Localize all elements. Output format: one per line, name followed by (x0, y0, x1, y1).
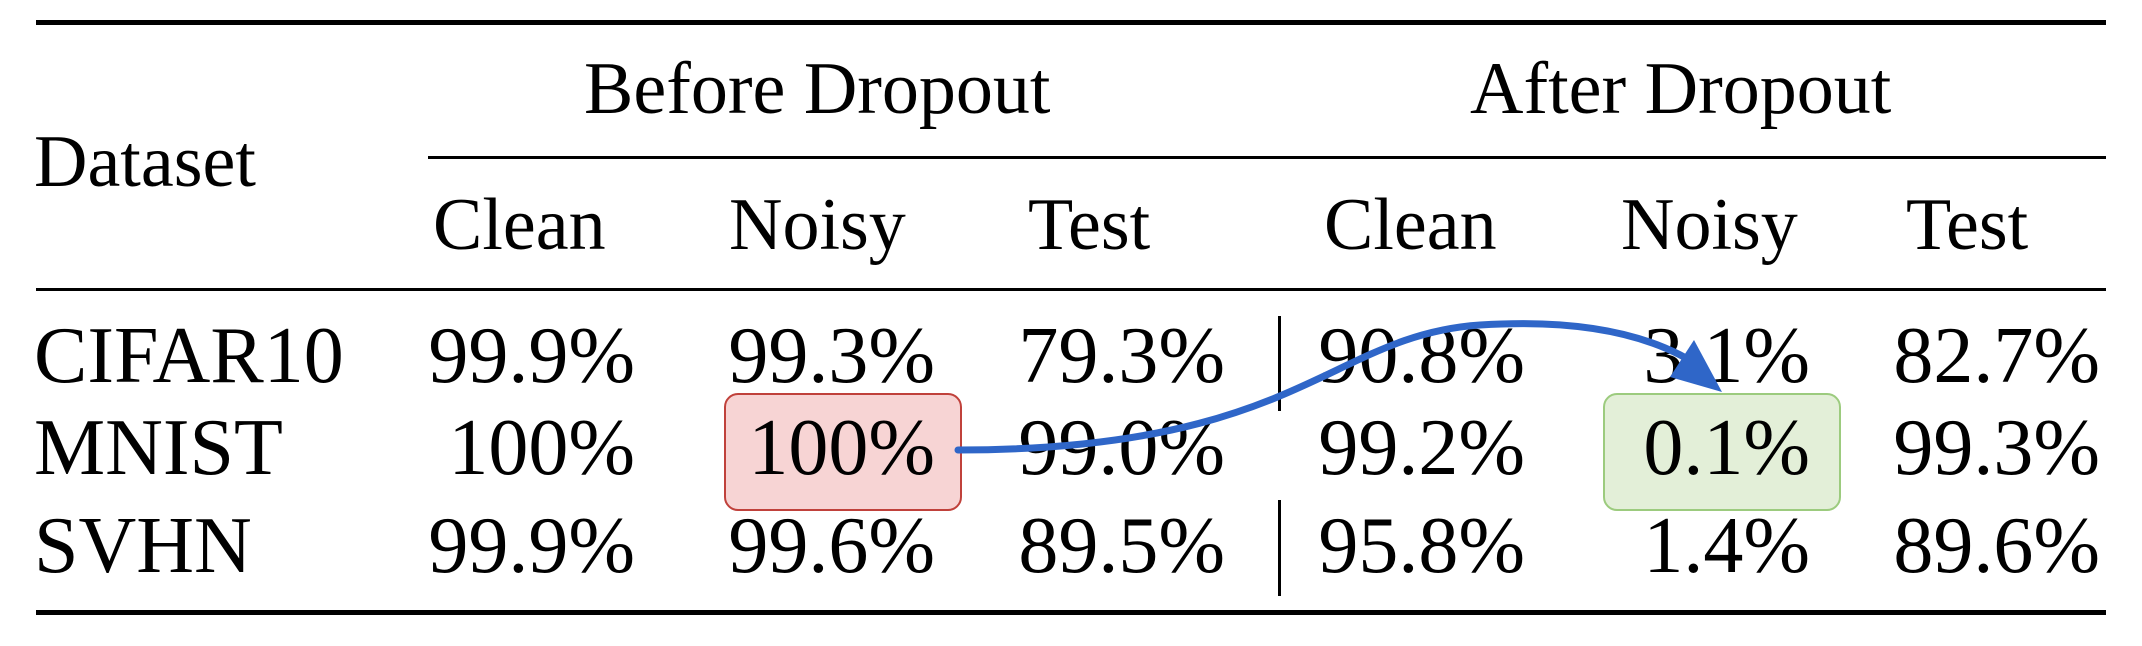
dataset-header: Dataset (34, 121, 256, 203)
row-label-cifar10: CIFAR10 (34, 312, 344, 400)
cell-mnist-noisy-after: 0.1% (1643, 404, 1810, 492)
cell-svhn-test-after: 89.6% (1893, 502, 2100, 590)
top-rule (36, 20, 2106, 25)
cell-mnist-test-before: 99.0% (1018, 404, 1225, 492)
cell-cifar10-noisy-after: 3.1% (1643, 312, 1810, 400)
col-header-noisy-before: Noisy (729, 184, 906, 266)
cell-svhn-clean-after: 95.8% (1318, 502, 1525, 590)
cell-cifar10-test-before: 79.3% (1018, 312, 1225, 400)
col-header-test-before: Test (1028, 184, 1151, 266)
col-header-clean-after: Clean (1324, 184, 1497, 266)
cell-svhn-test-before: 89.5% (1018, 502, 1225, 590)
column-separator-bottom (1278, 500, 1281, 596)
cell-cifar10-clean-after: 90.8% (1318, 312, 1525, 400)
cell-mnist-clean-after: 99.2% (1318, 404, 1525, 492)
col-header-clean-before: Clean (433, 184, 606, 266)
cell-cifar10-noisy-before: 99.3% (728, 312, 935, 400)
cell-mnist-clean-before: 100% (448, 404, 635, 492)
row-label-svhn: SVHN (34, 502, 252, 590)
group-header-before: Before Dropout (584, 48, 1051, 130)
group-header-after: After Dropout (1470, 48, 1892, 130)
cell-mnist-noisy-before: 100% (748, 404, 935, 492)
cell-cifar10-test-after: 82.7% (1893, 312, 2100, 400)
highlight-mnist-noisy-before (724, 393, 962, 511)
cell-mnist-test-after: 99.3% (1893, 404, 2100, 492)
cell-svhn-noisy-after: 1.4% (1643, 502, 1810, 590)
col-header-test-after: Test (1906, 184, 2029, 266)
row-label-mnist: MNIST (34, 404, 283, 492)
col-header-noisy-after: Noisy (1621, 184, 1798, 266)
group-rule (428, 156, 2106, 159)
bottom-rule (36, 610, 2106, 615)
header-bottom-rule (36, 288, 2106, 291)
cell-svhn-noisy-before: 99.6% (728, 502, 935, 590)
cell-cifar10-clean-before: 99.9% (428, 312, 635, 400)
cell-svhn-clean-before: 99.9% (428, 502, 635, 590)
